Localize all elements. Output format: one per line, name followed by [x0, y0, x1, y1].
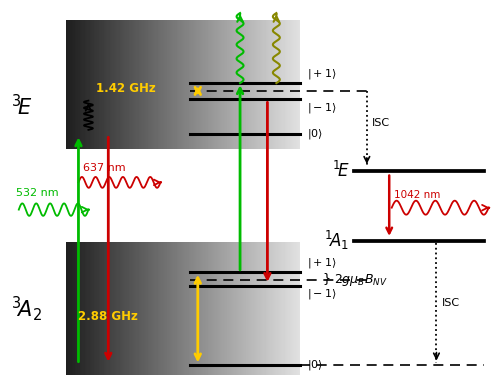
- Text: $^3\!\mathbf{\mathit{E}}$: $^3\!\mathbf{\mathit{E}}$: [12, 94, 33, 119]
- Text: 532 nm: 532 nm: [16, 188, 59, 198]
- Text: ISC: ISC: [442, 298, 460, 308]
- Text: 637 nm: 637 nm: [84, 163, 126, 172]
- Text: $|-1\rangle$: $|-1\rangle$: [307, 101, 337, 114]
- Text: $^3\!\mathbf{\mathit{A}}_2$: $^3\!\mathbf{\mathit{A}}_2$: [12, 294, 42, 323]
- Text: 1.42 GHz: 1.42 GHz: [96, 82, 156, 96]
- Text: $|+1\rangle$: $|+1\rangle$: [307, 67, 337, 81]
- Text: $\}\ 2g\mu_B B_{NV}$: $\}\ 2g\mu_B B_{NV}$: [322, 271, 388, 288]
- Text: $^1\!\mathbf{\mathit{E}}$: $^1\!\mathbf{\mathit{E}}$: [332, 161, 349, 181]
- Text: ISC: ISC: [372, 118, 390, 128]
- Text: $|+1\rangle$: $|+1\rangle$: [307, 256, 337, 270]
- Text: $|0\rangle$: $|0\rangle$: [307, 127, 324, 141]
- Text: $|-1\rangle$: $|-1\rangle$: [307, 287, 337, 301]
- Text: 1042 nm: 1042 nm: [394, 190, 440, 200]
- Text: $|0\rangle$: $|0\rangle$: [307, 358, 324, 372]
- Text: 2.88 GHz: 2.88 GHz: [78, 310, 138, 323]
- Text: $^1\!\mathbf{\mathit{A}}_1$: $^1\!\mathbf{\mathit{A}}_1$: [324, 229, 349, 252]
